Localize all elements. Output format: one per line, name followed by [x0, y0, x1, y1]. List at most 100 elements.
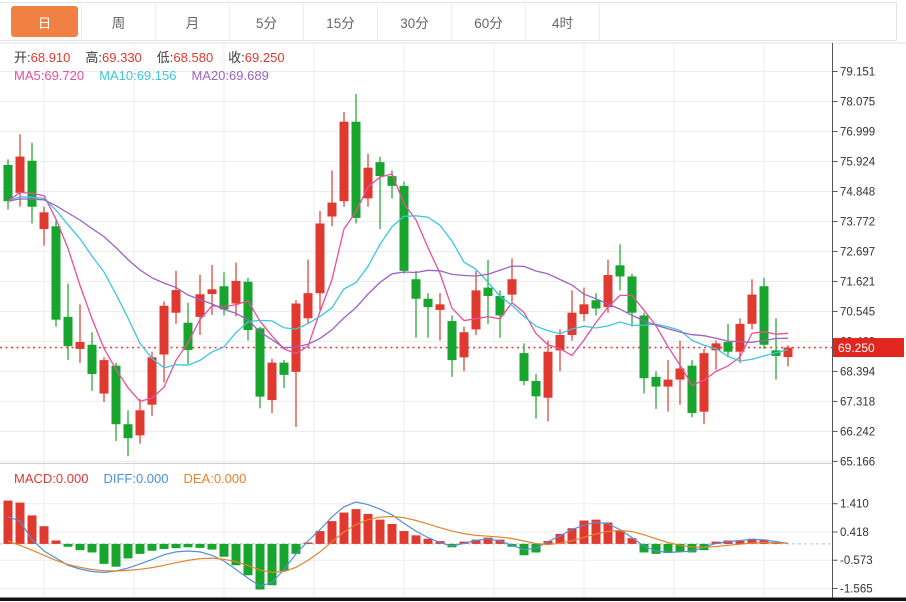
- ma20-value: 69.689: [229, 68, 269, 83]
- open-readout: 开:68.910: [14, 47, 70, 66]
- tab-min5[interactable]: 5分: [230, 3, 304, 40]
- macd-readout: MACD:0.000: [14, 471, 88, 486]
- candle-body: [339, 121, 349, 202]
- candle-body: [87, 344, 97, 375]
- candle-body: [447, 321, 457, 361]
- tab-week[interactable]: 周: [82, 3, 156, 40]
- candle-body: [39, 212, 49, 230]
- macd-hist-bar: [219, 543, 229, 557]
- candle-body: [111, 365, 121, 425]
- tab-min15[interactable]: 15分: [304, 3, 378, 40]
- macd-hist-bar: [327, 521, 337, 544]
- candle-body: [435, 304, 445, 310]
- macd-hist-bar: [471, 539, 481, 544]
- tab-min30-label: 30分: [400, 15, 429, 31]
- candle-body: [135, 410, 145, 436]
- high-readout: 高:69.330: [85, 47, 141, 66]
- macd-hist-bar: [351, 509, 361, 544]
- macd-hist-bar: [495, 539, 505, 544]
- candle-body: [375, 162, 385, 177]
- tab-week-label: 周: [111, 15, 126, 31]
- candle-body: [219, 286, 229, 310]
- macd-hist-bar: [3, 500, 13, 544]
- macd-hist-bar: [543, 541, 553, 544]
- tab-hour4[interactable]: 4时: [526, 3, 600, 40]
- macd-hist-bar: [15, 502, 25, 544]
- tab-day[interactable]: 日: [8, 3, 82, 40]
- macd-hist-bar: [51, 540, 61, 544]
- candle-body: [747, 294, 757, 324]
- macd-hist-bar: [207, 543, 217, 550]
- macd-hist-bar: [171, 543, 181, 549]
- dea-label: DEA:: [183, 471, 214, 486]
- candle-body: [291, 303, 301, 372]
- ma5-value: 69.720: [44, 68, 85, 83]
- candle-body: [279, 362, 289, 375]
- candle-body: [507, 279, 517, 295]
- macd-hist-bar: [243, 543, 253, 576]
- candle-body: [411, 279, 421, 299]
- candle-body: [387, 176, 397, 186]
- open-value: 68.910: [30, 50, 71, 65]
- low-label: 低:: [156, 50, 174, 65]
- price-tick-label: 72.697: [840, 246, 875, 258]
- candle-body: [759, 286, 769, 345]
- candle-body: [243, 281, 253, 330]
- dea-line: [7, 515, 789, 574]
- macd-hist-bar: [315, 531, 325, 544]
- candle-body: [351, 121, 361, 218]
- macd-hist-bar: [135, 543, 145, 554]
- macd-hist-bar: [303, 542, 313, 544]
- macd-hist-bar: [483, 537, 493, 544]
- tab-min30[interactable]: 30分: [378, 3, 452, 40]
- tab-min5-label: 5分: [255, 15, 277, 31]
- price-tick-label: 70.545: [840, 306, 875, 318]
- candle-body: [99, 360, 109, 394]
- price-tick-label: 67.318: [840, 396, 875, 408]
- candle-body: [3, 164, 13, 202]
- candle-body: [711, 343, 721, 351]
- ma10-line: [7, 196, 789, 369]
- candle-body: [651, 376, 661, 387]
- diff-label: DIFF:: [103, 471, 136, 486]
- price-tick-label: 71.621: [840, 276, 875, 288]
- price-tick-label: 79.151: [840, 67, 875, 79]
- candle-body: [675, 368, 685, 380]
- macd-hist-bar: [183, 543, 193, 548]
- candle-body: [267, 362, 277, 400]
- macd-hist-bar: [375, 519, 385, 544]
- macd-value: 0.000: [55, 471, 89, 486]
- price-tick-label: 65.166: [840, 456, 875, 468]
- macd-hist-bar: [147, 543, 157, 551]
- macd-hist-bar: [387, 523, 397, 544]
- candle-body: [231, 280, 241, 304]
- current-price-tag-value: 69.250: [838, 341, 875, 355]
- candle-body: [147, 357, 157, 405]
- candle-body: [27, 160, 37, 207]
- high-value: 69.330: [102, 50, 142, 65]
- tab-min60[interactable]: 60分: [452, 3, 526, 40]
- macd-hist-bar: [651, 543, 661, 554]
- ma20-line: [7, 198, 789, 349]
- candle-body: [363, 167, 373, 199]
- macd-hist-bar: [111, 543, 121, 567]
- macd-hist-bar: [363, 513, 373, 544]
- close-label: 收:: [228, 50, 245, 65]
- ohlc-quote-row: 开:68.910 高:69.330 低:68.580 收:69.250: [14, 47, 285, 66]
- macd-hist-bar: [87, 543, 97, 553]
- candle-body: [75, 341, 85, 349]
- macd-hist-bar: [99, 543, 109, 564]
- high-label: 高:: [85, 50, 103, 65]
- macd-legend-row: MACD:0.000 DIFF:0.000 DEA: 0.000: [14, 471, 246, 486]
- macd-hist-bar: [339, 512, 349, 544]
- candle-body: [735, 323, 745, 352]
- candle-body: [663, 379, 673, 387]
- tab-day-label: 日: [11, 6, 78, 37]
- price-tick-label: 76.999: [840, 127, 875, 139]
- macd-hist-bar: [27, 515, 37, 544]
- diff-readout: DIFF:0.000: [103, 471, 168, 486]
- ma20-label: MA20:: [191, 68, 230, 83]
- tab-month[interactable]: 月: [156, 3, 230, 40]
- macd-hist-bar: [555, 533, 565, 544]
